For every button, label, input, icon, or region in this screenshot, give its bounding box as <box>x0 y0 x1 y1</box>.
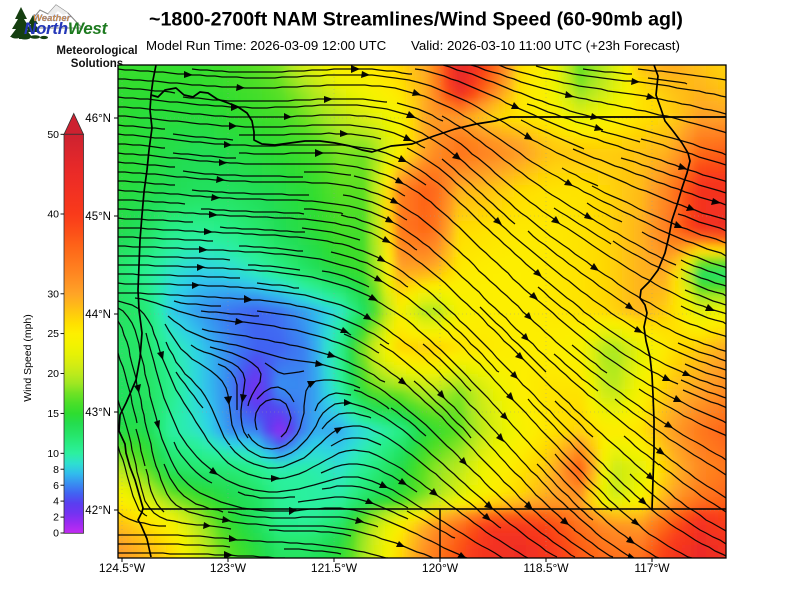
svg-text:118.5°W: 118.5°W <box>523 561 569 575</box>
svg-text:10: 10 <box>47 448 59 460</box>
svg-text:30: 30 <box>47 288 59 300</box>
svg-text:45°N: 45°N <box>85 211 111 223</box>
svg-text:123°W: 123°W <box>210 561 247 575</box>
svg-text:44°N: 44°N <box>85 309 111 321</box>
svg-text:117°W: 117°W <box>634 561 670 575</box>
svg-text:121.5°W: 121.5°W <box>311 561 358 575</box>
svg-text:40: 40 <box>47 209 59 221</box>
svg-text:46°N: 46°N <box>85 113 111 125</box>
svg-text:Meteorological: Meteorological <box>56 45 137 57</box>
svg-text:NorthWest: NorthWest <box>24 19 109 38</box>
svg-text:4: 4 <box>53 496 59 508</box>
svg-text:50: 50 <box>47 129 59 141</box>
svg-text:Wind Speed (mph): Wind Speed (mph) <box>22 314 34 402</box>
svg-text:124.5°W: 124.5°W <box>99 561 146 575</box>
svg-text:Weather: Weather <box>33 13 72 24</box>
svg-text:Solutions: Solutions <box>71 58 123 70</box>
svg-text:25: 25 <box>47 328 59 340</box>
svg-text:120°W: 120°W <box>422 561 459 575</box>
svg-text:Model Run Time: 2026-03-09 12:: Model Run Time: 2026-03-09 12:00 UTC <box>146 38 387 53</box>
svg-text:15: 15 <box>47 408 59 420</box>
svg-text:~1800-2700ft NAM Streamlines/W: ~1800-2700ft NAM Streamlines/Wind Speed … <box>149 9 683 31</box>
svg-text:2: 2 <box>53 512 59 524</box>
svg-text:20: 20 <box>47 368 59 380</box>
svg-text:0: 0 <box>53 528 59 540</box>
svg-text:8: 8 <box>53 464 59 476</box>
svg-text:43°N: 43°N <box>85 407 111 419</box>
svg-text:6: 6 <box>53 480 59 492</box>
svg-text:42°N: 42°N <box>85 505 111 517</box>
svg-text:Valid: 2026-03-10 11:00 UTC (: Valid: 2026-03-10 11:00 UTC (+23h Foreca… <box>411 38 680 53</box>
